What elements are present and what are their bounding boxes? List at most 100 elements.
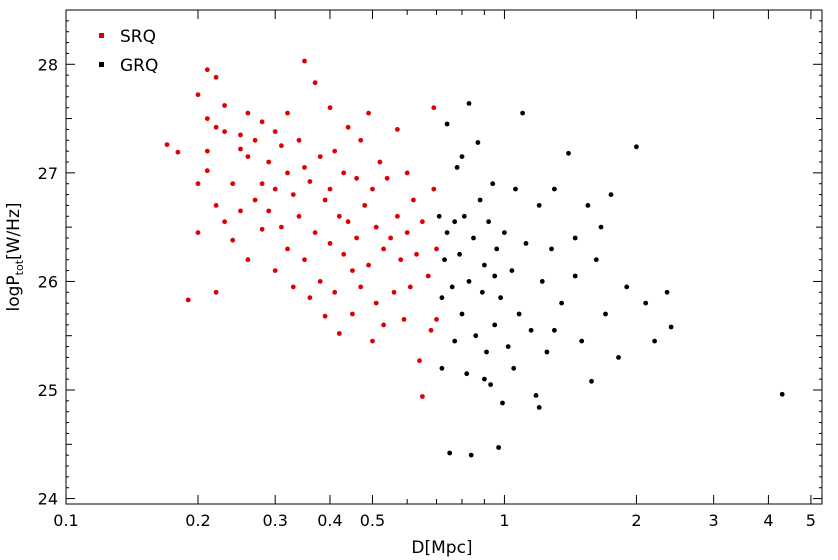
data-point-srq [322,197,328,203]
legend-marker-srq [99,33,104,38]
data-point-srq [245,154,251,160]
data-point-srq [391,289,397,295]
data-point-srq [238,132,243,138]
data-point-grq [466,279,472,284]
data-point-grq [486,219,491,225]
data-point-srq [204,116,210,121]
y-axis-label-main: logP [4,275,24,311]
data-point-srq [431,105,437,111]
data-point-grq [598,224,604,230]
data-point-srq [195,181,201,187]
data-point-srq [285,110,290,116]
data-point-grq [552,186,557,192]
data-point-grq [482,262,487,268]
data-point-grq [608,192,614,198]
data-point-grq [652,338,657,344]
data-point-grq [436,213,442,219]
data-point-grq [664,289,670,295]
data-point-srq [420,219,425,225]
data-point-grq [492,322,498,328]
y-tick-label: 28 [38,55,58,74]
data-point-grq [468,452,474,458]
data-point-grq [439,295,445,301]
data-point-srq [350,268,355,273]
data-point-grq [447,450,453,456]
x-tick-label: 1 [499,511,509,530]
data-point-srq [272,186,278,192]
data-point-srq [245,257,251,263]
data-point-srq [312,80,318,86]
data-point-srq [395,126,400,132]
data-point-grq [464,371,470,377]
data-point-srq [204,168,210,174]
data-point-srq [204,67,210,73]
data-point-srq [259,119,265,125]
data-point-srq [238,146,243,152]
data-point-grq [549,246,554,252]
data-point-srq [259,226,265,232]
data-point-grq [643,300,649,306]
x-tick-label: 3 [709,511,719,530]
data-point-grq [513,186,518,192]
data-point-srq [395,213,400,219]
data-point-grq [484,349,489,355]
data-point-srq [195,230,201,236]
legend-label-srq: SRQ [120,27,156,47]
x-tick-label: 5 [806,511,816,530]
data-point-grq [779,391,785,397]
data-point-srq [312,230,318,236]
data-point-srq [358,284,364,290]
data-point-srq [332,148,338,154]
data-point-grq [457,251,462,257]
y-axis-ticks: 24 25 26 27 28 [38,20,822,509]
data-point-srq [327,105,333,111]
data-point-srq [307,295,313,301]
data-point-srq [259,181,265,187]
data-point-srq [327,241,333,246]
legend: SRQ GRQ [99,27,158,76]
data-point-grq [502,230,507,236]
data-point-srq [425,273,431,279]
data-point-srq [327,186,333,192]
data-point-srq [434,246,439,252]
data-point-grq [471,235,476,241]
data-point-srq [398,257,404,263]
data-point-grq [603,311,608,317]
data-point-srq [401,317,407,322]
data-point-grq [459,311,465,317]
data-point-srq [434,317,439,322]
data-point-srq [195,92,201,98]
y-axis-label-sub: tot [13,259,26,275]
data-point-srq [366,110,371,116]
data-point-grq [492,273,498,279]
data-point-srq [213,124,219,130]
data-point-srq [230,237,236,243]
data-point-grq [488,382,493,387]
data-point-grq [520,110,525,116]
data-point-srq [238,208,243,214]
data-point-grq [509,268,515,273]
data-point-srq [420,394,425,399]
data-point-grq [442,257,447,263]
data-point-srq [279,224,284,230]
data-point-grq [579,338,585,344]
plot-frame [65,9,823,505]
data-point-srq [317,279,323,284]
data-point-srq [373,300,379,306]
data-point-grq [589,378,594,384]
data-point-grq [490,181,496,187]
data-point-srq [302,58,307,64]
data-point-grq [444,121,450,127]
data-point-srq [175,149,181,155]
data-point-grq [668,324,674,330]
data-point-grq [544,349,550,355]
data-point-srq [428,327,434,333]
data-point-grq [473,333,479,339]
data-point-grq [482,376,487,382]
data-point-srq [345,219,351,225]
data-point-grq [452,338,458,344]
data-point-grq [616,355,621,360]
data-point-grq [593,257,599,263]
data-point-srq [296,137,302,143]
y-axis-label-unit: [W/Hz] [4,202,24,260]
